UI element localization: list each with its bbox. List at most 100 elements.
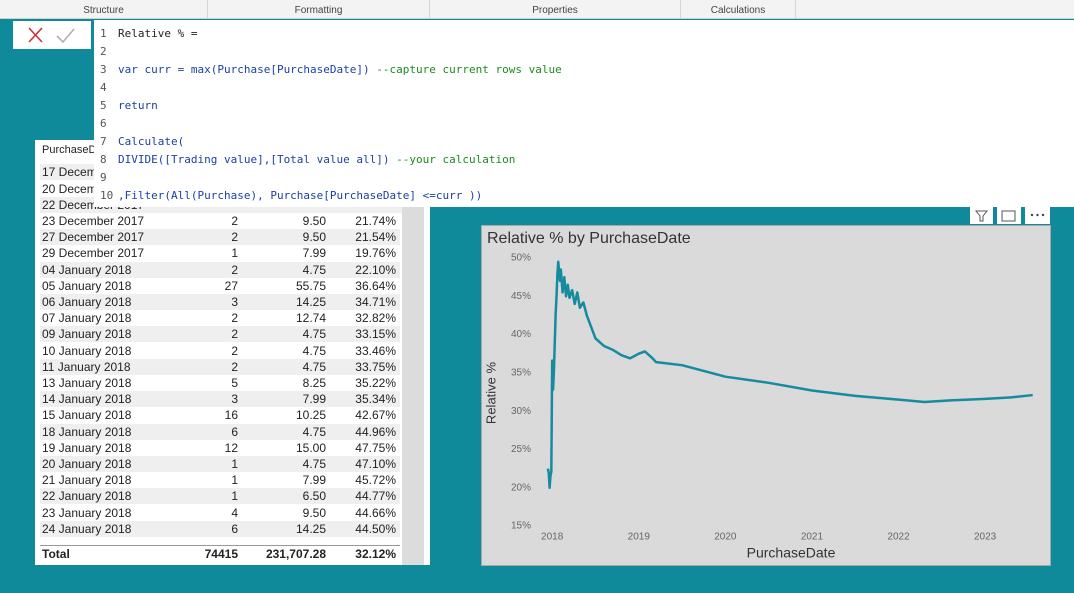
line-number: 7 bbox=[100, 135, 107, 148]
y-tick-label: 20% bbox=[511, 482, 531, 493]
filter-icon[interactable] bbox=[970, 207, 993, 224]
ribbon-tab[interactable]: Structure bbox=[0, 0, 208, 18]
x-tick-label: 2021 bbox=[801, 532, 824, 543]
table-row: 24 January 2018 6 14.25 44.50% bbox=[40, 520, 400, 537]
code-line: 3 var curr = max(Purchase[PurchaseDate]) … bbox=[94, 61, 1064, 79]
cell: 55.75 bbox=[295, 278, 326, 293]
ribbon-tab[interactable]: Calculations bbox=[681, 0, 796, 18]
commit-button[interactable] bbox=[56, 28, 75, 44]
y-tick-label: 45% bbox=[511, 291, 531, 302]
visual-header bbox=[970, 207, 1051, 230]
code-text: Relative % = bbox=[118, 25, 197, 43]
code-token: Relative % = bbox=[118, 27, 198, 40]
line-number: 1 bbox=[100, 27, 107, 40]
code-token: Calculate( bbox=[118, 135, 185, 148]
cell: 35.22% bbox=[355, 376, 396, 390]
cell: 1 bbox=[231, 457, 238, 471]
row-label: 18 January 2018 bbox=[42, 424, 132, 439]
table-row: 18 January 2018 6 4.75 44.96% bbox=[40, 423, 400, 440]
cell: 42.67% bbox=[355, 408, 396, 423]
row-label: 09 January 2018 bbox=[42, 327, 132, 342]
data-line bbox=[546, 260, 1033, 489]
cell: 33.15% bbox=[355, 327, 396, 342]
table-row: 14 January 2018 3 7.99 35.34% bbox=[40, 391, 400, 408]
table-row: 09 January 2018 2 4.75 33.15% bbox=[40, 326, 400, 343]
code-token: DIVIDE([Trading value],[Total value all]… bbox=[118, 153, 390, 166]
table-row: 15 January 2018 16 10.25 42.67% bbox=[40, 407, 400, 424]
code-token: return bbox=[118, 99, 158, 112]
more-icon[interactable] bbox=[1025, 207, 1050, 224]
cell: 7.99 bbox=[302, 392, 326, 407]
row-label: 07 January 2018 bbox=[42, 311, 132, 326]
cell: 22.10% bbox=[355, 262, 396, 277]
code-line: 5 return bbox=[94, 97, 1064, 115]
total-row: Total 74415 231,707.28 32.12% bbox=[40, 545, 400, 562]
row-label: 19 January 2018 bbox=[42, 440, 132, 455]
cell: 34.71% bbox=[355, 295, 396, 309]
cell: 6.50 bbox=[302, 489, 326, 504]
formula-editor[interactable]: 1 Relative % = 2 3 var curr = max(Purchase[P… bbox=[94, 20, 1074, 207]
cell: 1 bbox=[231, 489, 238, 504]
cell: 4.75 bbox=[302, 424, 326, 439]
cancel-button[interactable] bbox=[28, 27, 43, 43]
cell: 44.96% bbox=[355, 424, 396, 439]
table-row: 27 December 2017 2 9.50 21.54% bbox=[40, 229, 400, 246]
cell: 33.75% bbox=[355, 359, 396, 374]
cell: 14.25 bbox=[295, 295, 326, 309]
table-row: 04 January 2018 2 4.75 22.10% bbox=[40, 261, 400, 278]
cell: 4.75 bbox=[302, 327, 326, 342]
ribbon-tab[interactable]: Properties bbox=[430, 0, 681, 18]
cell: 19.76% bbox=[355, 246, 396, 261]
cell: 2 bbox=[231, 327, 238, 342]
table-row: 23 December 2017 2 9.50 21.74% bbox=[40, 213, 400, 229]
x-tick-label: 2019 bbox=[628, 532, 651, 543]
code-line: 7 Calculate( bbox=[94, 133, 1064, 151]
cell: 10.25 bbox=[295, 408, 326, 423]
y-tick-label: 15% bbox=[511, 521, 531, 532]
chart: Relative % by PurchaseDate PurchaseDate … bbox=[483, 230, 1033, 561]
code-line: 8 DIVIDE([Trading value],[Total value all… bbox=[94, 151, 1064, 169]
cell: 6 bbox=[231, 521, 238, 536]
line-number: 10 bbox=[100, 189, 114, 202]
code-text: var curr = max(Purchase[PurchaseDate]) -… bbox=[118, 61, 562, 79]
cell: 12 bbox=[224, 440, 238, 455]
y-tick-label: 40% bbox=[511, 329, 531, 340]
code-line: 10 ,Filter(All(Purchase), Purchase[Purcha… bbox=[94, 187, 1064, 205]
cell: 2 bbox=[231, 262, 238, 277]
table-row: 05 January 2018 27 55.75 36.64% bbox=[40, 277, 400, 294]
code-text: ,Filter(All(Purchase), Purchase[Purchase… bbox=[118, 187, 482, 205]
cell: 2 bbox=[231, 311, 238, 326]
cell: 6 bbox=[231, 424, 238, 439]
cell: 32.82% bbox=[355, 311, 396, 326]
cell: 9.50 bbox=[302, 505, 326, 520]
table-row: 20 January 2018 1 4.75 47.10% bbox=[40, 456, 400, 472]
line-number: 4 bbox=[100, 81, 107, 94]
row-label: 21 January 2018 bbox=[42, 473, 132, 488]
cell: 15.00 bbox=[295, 440, 326, 455]
line-number: 5 bbox=[100, 99, 107, 112]
line-number: 9 bbox=[100, 171, 107, 184]
cell: 231,707.28 bbox=[265, 547, 326, 561]
code-comment: --capture current rows value bbox=[376, 63, 562, 76]
row-label: 15 January 2018 bbox=[42, 408, 132, 423]
cell: 5 bbox=[231, 376, 238, 390]
cell: 14.25 bbox=[295, 521, 326, 536]
cell: 47.10% bbox=[355, 457, 396, 471]
cell: 21.54% bbox=[355, 230, 396, 245]
ribbon-tab[interactable]: Formatting bbox=[208, 0, 430, 18]
table-row: 29 December 2017 1 7.99 19.76% bbox=[40, 245, 400, 262]
row-label: 24 January 2018 bbox=[42, 521, 132, 536]
table-row: 23 January 2018 4 9.50 44.66% bbox=[40, 504, 400, 521]
table-row: 21 January 2018 1 7.99 45.72% bbox=[40, 472, 400, 489]
cell: 35.34% bbox=[355, 392, 396, 407]
code-token: var curr = max(Purchase[PurchaseDate]) bbox=[118, 63, 370, 76]
focus-icon[interactable] bbox=[997, 207, 1021, 224]
cell: 3 bbox=[231, 392, 238, 407]
code-line: 4 bbox=[94, 79, 1064, 97]
line-number: 3 bbox=[100, 63, 107, 76]
table-row: 11 January 2018 2 4.75 33.75% bbox=[40, 358, 400, 375]
formula-icons bbox=[28, 27, 75, 44]
table-row: 22 January 2018 1 6.50 44.77% bbox=[40, 488, 400, 505]
row-label: 27 December 2017 bbox=[42, 230, 145, 245]
scrollbar[interactable] bbox=[402, 140, 424, 565]
